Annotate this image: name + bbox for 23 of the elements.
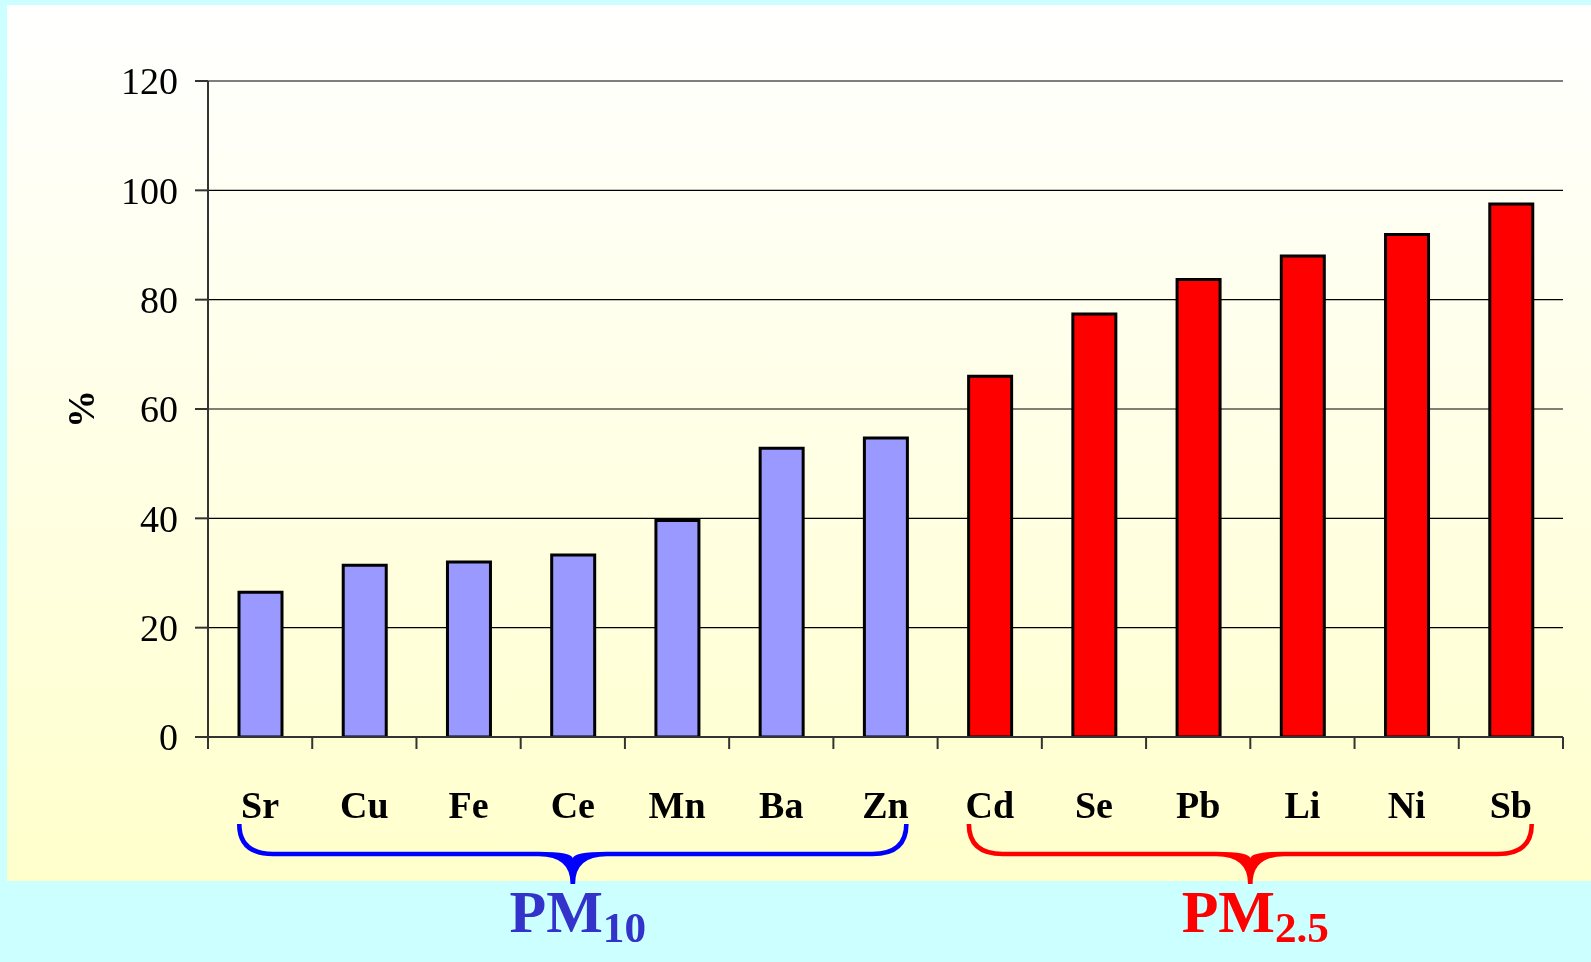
y-tick-label: 60 [140, 388, 178, 431]
x-tick-label: Cd [965, 784, 1015, 826]
x-tick-label: Fe [448, 784, 489, 826]
x-tick-label: Mn [648, 784, 706, 826]
y-tick-label: 100 [121, 169, 178, 212]
x-tick-label: Ba [759, 784, 804, 826]
x-tick-label: Zn [862, 784, 909, 826]
x-tick-label: Se [1074, 784, 1113, 826]
x-tick-label: Sr [241, 784, 280, 826]
y-tick-label: 40 [140, 497, 178, 540]
x-tick-label: Pb [1176, 784, 1221, 826]
x-tick-label: Li [1284, 784, 1321, 826]
x-tick-label: Sb [1489, 784, 1533, 826]
text: PM$_{10}$ [509, 879, 647, 951]
x-tick-label: Ce [550, 784, 595, 826]
y-tick-label: 20 [140, 607, 178, 650]
text: PM$_{2.5}$ [1181, 879, 1329, 951]
y-tick-label: 0 [159, 716, 178, 759]
x-tick-label: Ni [1387, 784, 1426, 826]
y-tick-label: 80 [140, 279, 178, 322]
y-axis-title: % [60, 390, 102, 428]
y-tick-label: 120 [121, 60, 178, 103]
x-tick-label: Cu [340, 784, 389, 826]
